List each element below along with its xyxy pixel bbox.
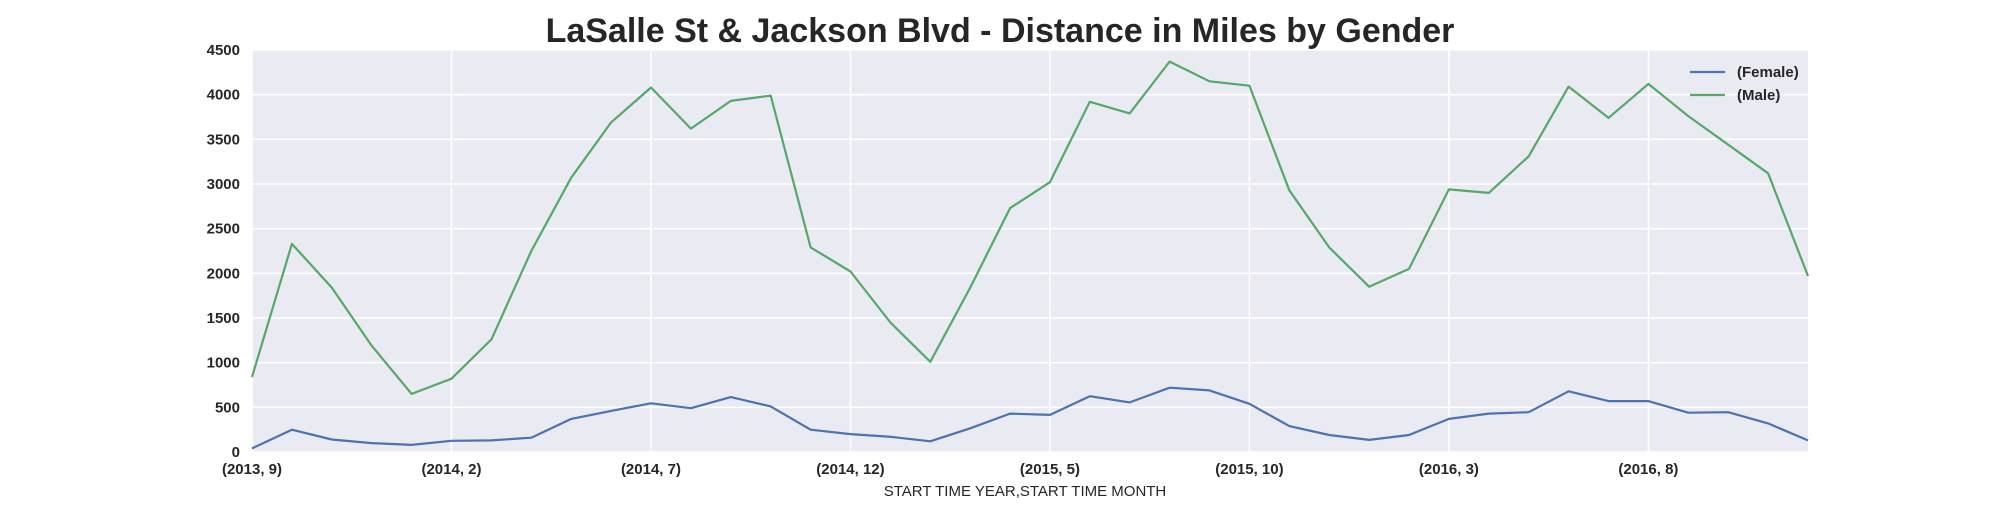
x-axis-label: START TIME YEAR,START TIME MONTH — [884, 483, 1167, 500]
y-tick-label: 3500 — [207, 131, 240, 148]
y-tick-label: 2500 — [207, 221, 240, 238]
grid-lines — [251, 49, 1808, 453]
series-line-0 — [251, 386, 1809, 450]
y-tick-label: 2000 — [207, 265, 240, 282]
x-tick-label: (2014, 2) — [421, 461, 481, 478]
legend-label: (Female) — [1737, 64, 1799, 81]
x-tick-label: (2015, 5) — [1020, 461, 1080, 478]
plot-area — [252, 50, 1808, 452]
y-tick-label: 4500 — [207, 42, 240, 59]
chart-title: LaSalle St & Jackson Blvd - Distance in … — [546, 12, 1455, 50]
x-tick-label: (2016, 3) — [1419, 461, 1479, 478]
y-tick-label: 500 — [215, 399, 240, 416]
x-tick-label: (2014, 7) — [621, 461, 681, 478]
x-axis-ticks: (2013, 9) (2014, 2) (2014, 7) (2014, 12) (20… — [222, 461, 1678, 478]
y-tick-label: 1000 — [207, 355, 240, 372]
x-tick-label: (2013, 9) — [222, 461, 282, 478]
x-tick-label: (2014, 12) — [816, 461, 884, 478]
y-tick-label: 3000 — [207, 176, 240, 193]
y-tick-label: 1500 — [207, 310, 240, 327]
x-tick-label: (2015, 10) — [1215, 461, 1283, 478]
legend-label: (Male) — [1737, 87, 1780, 104]
series-line-1 — [250, 60, 1810, 395]
series-lines — [250, 60, 1810, 450]
y-tick-label: 0 — [232, 444, 240, 461]
y-tick-label: 4000 — [207, 87, 240, 104]
y-axis-ticks: 0 500 1000 1500 2000 2500 3000 3500 4000 4500 — [207, 42, 240, 461]
legend: (Female) (Male) — [1690, 64, 1799, 104]
x-tick-label: (2016, 8) — [1618, 461, 1678, 478]
